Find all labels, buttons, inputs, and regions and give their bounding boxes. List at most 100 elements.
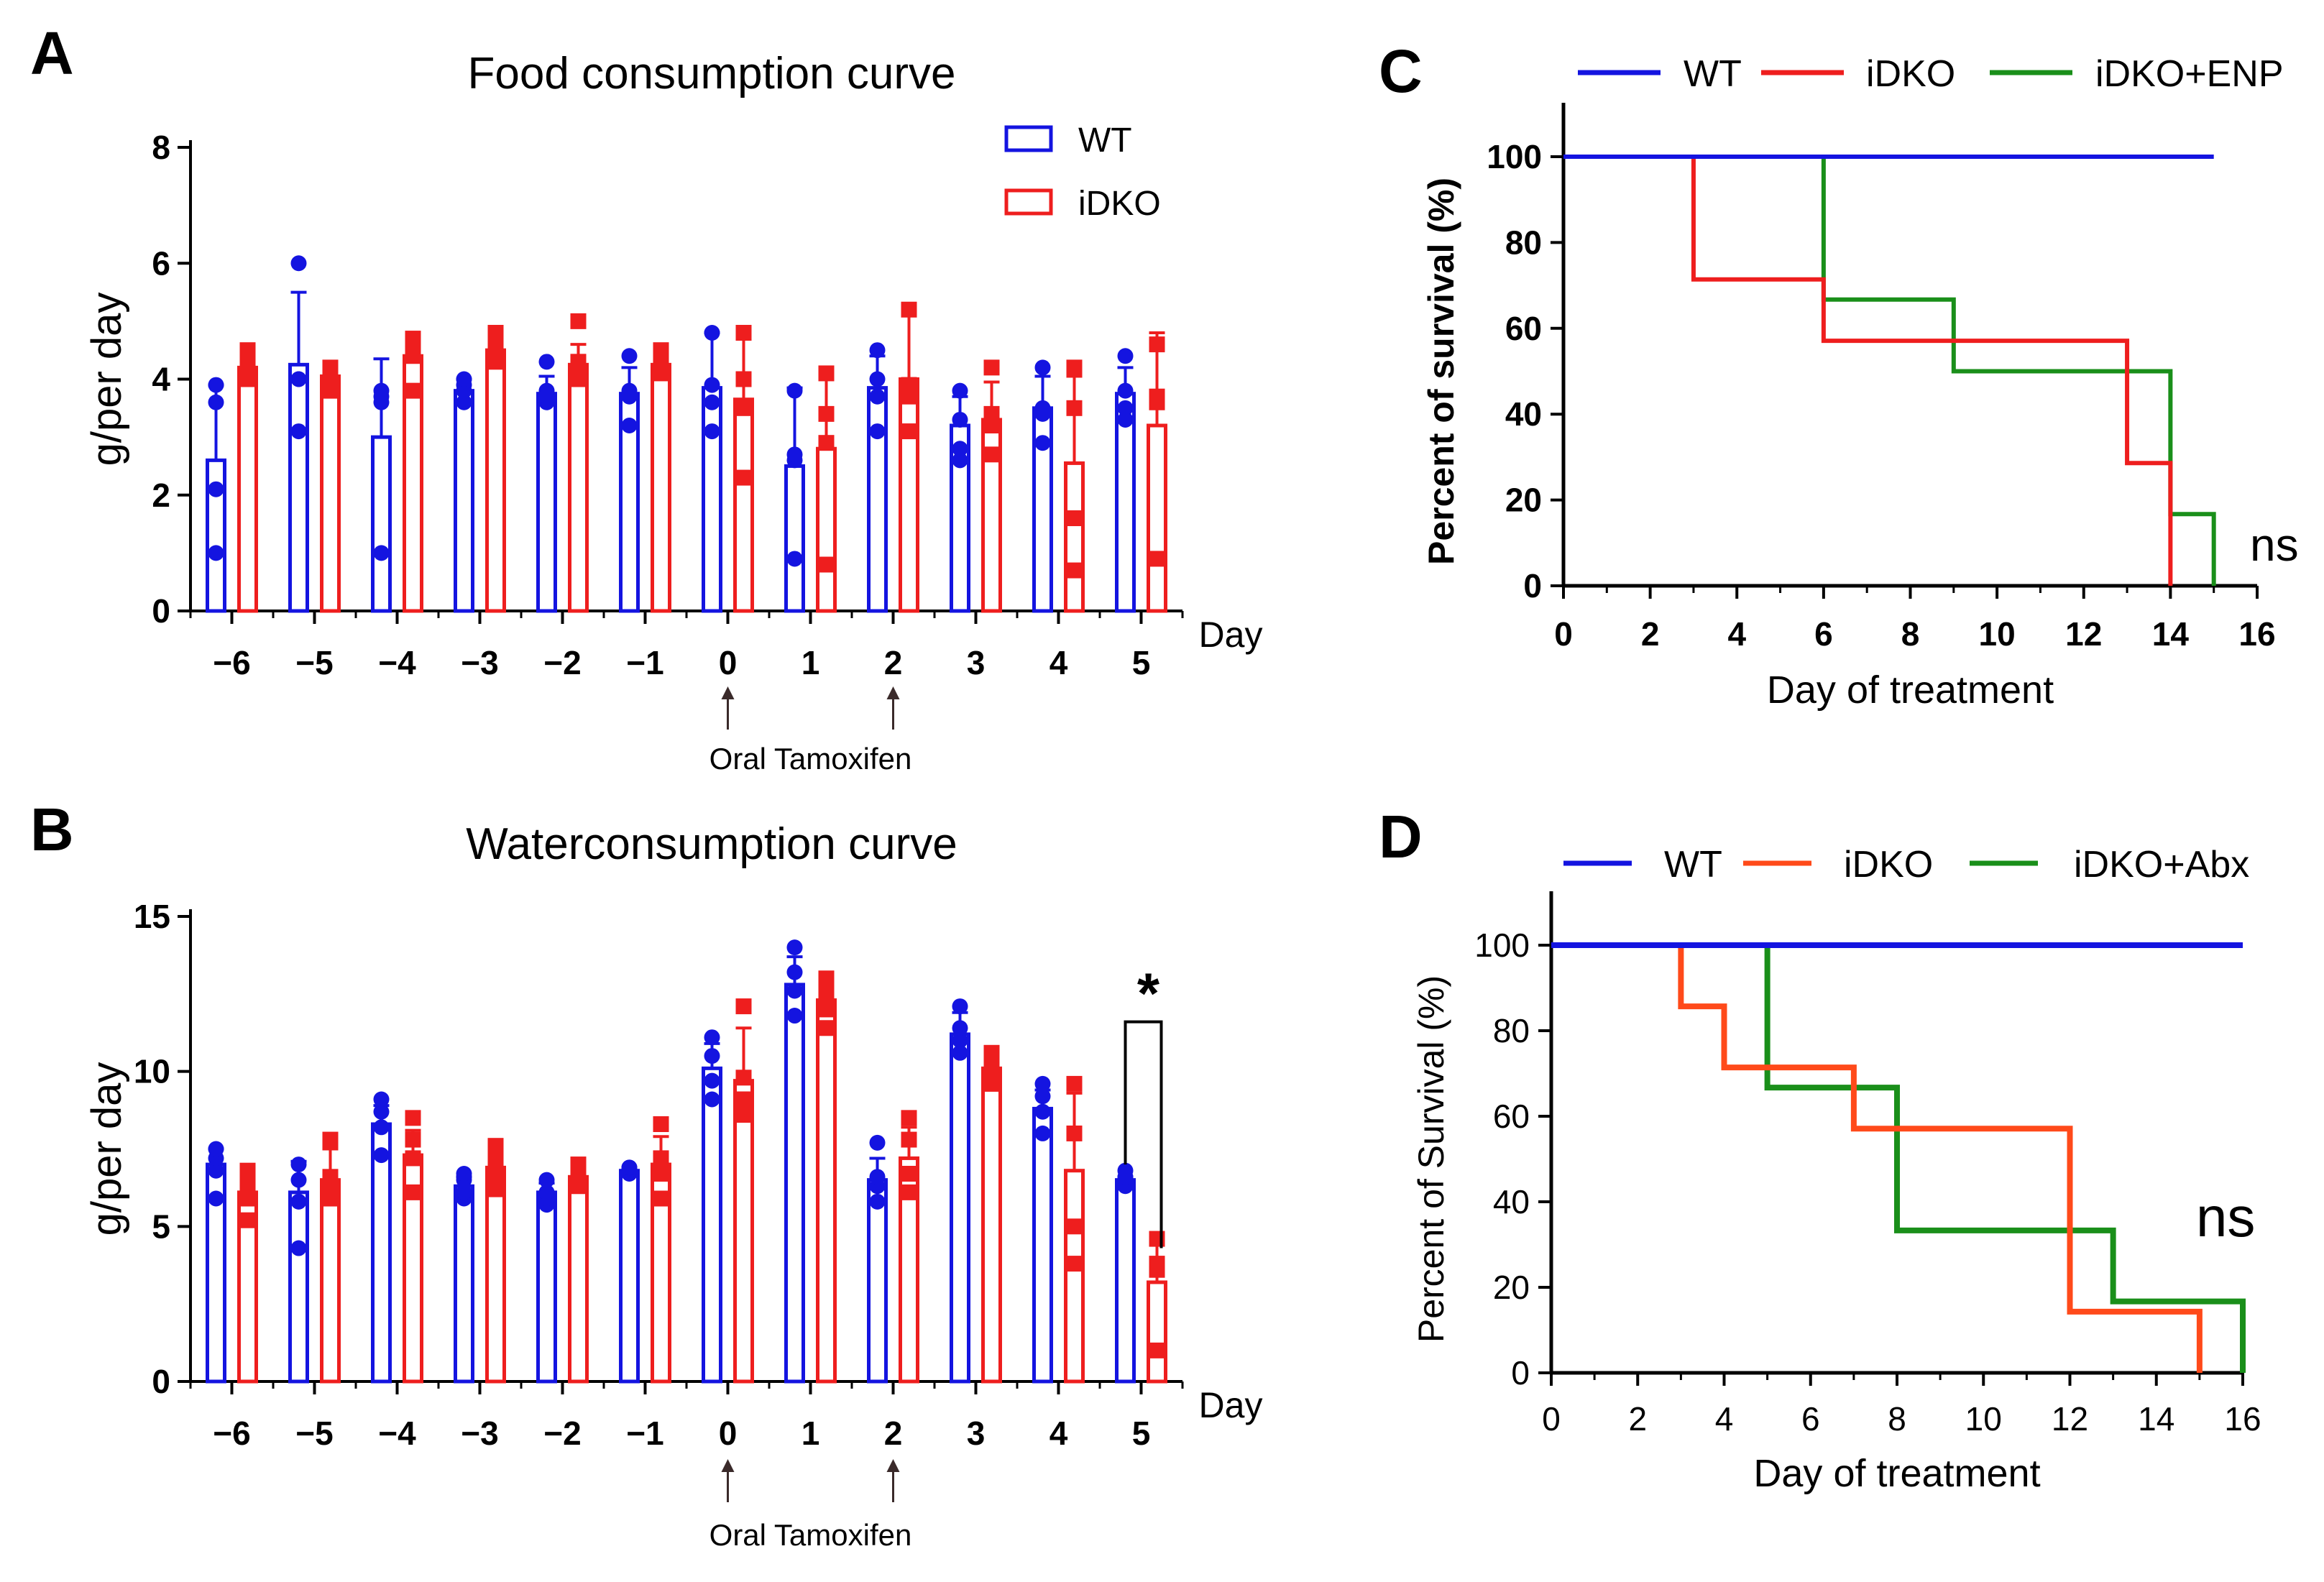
x-tick-label: 12 [2052, 1400, 2088, 1438]
x-tick-label: 4 [1050, 644, 1068, 681]
ns-annotation: ns [2196, 1185, 2255, 1248]
x-tick-label: 10 [1965, 1400, 2002, 1438]
data-point [653, 1116, 669, 1132]
x-tick-label: 4 [1727, 615, 1746, 653]
arrow-head-icon [886, 1459, 900, 1472]
x-tick-label: 5 [1132, 644, 1151, 681]
annotation-text: Oral Tamoxifen [709, 742, 912, 776]
y-axis-label: g/per day [83, 1062, 130, 1236]
data-point [901, 1110, 917, 1126]
data-point [538, 1172, 555, 1188]
panel-d: D 0 20 40 60 80 100 0 2 4 6 8 10 12 14 16 Day of treatme… [1379, 803, 2261, 1495]
x-axis-label: Day [1199, 615, 1263, 655]
data-point [456, 371, 472, 387]
data-point [538, 1184, 555, 1200]
panel-a: A Food consumption curve g/per day Day 0 2 4 6 8… [30, 19, 1262, 776]
data-point [901, 1184, 917, 1200]
bar-wt [288, 362, 309, 613]
data-point [570, 1156, 587, 1173]
data-point [290, 1240, 307, 1256]
bar-idko [816, 998, 837, 1384]
data-point [952, 1044, 968, 1061]
y-axis-label: g/per day [83, 293, 130, 466]
data-point [1149, 336, 1165, 353]
data-point [983, 1044, 1000, 1061]
y-tick-label: 60 [1493, 1098, 1530, 1135]
bar-idko [981, 1066, 1002, 1384]
x-tick-label: 3 [967, 1415, 986, 1452]
x-tick-label: 2 [884, 1415, 903, 1452]
x-tick-label: 12 [2065, 615, 2102, 653]
data-point [1066, 1125, 1083, 1141]
bar-wt [1032, 1106, 1053, 1384]
y-axis-label: Percent of Survival (%) [1411, 975, 1451, 1343]
arrow-head-icon [721, 1459, 735, 1472]
y-tick-label: 0 [152, 1363, 170, 1400]
survival-curve-idko-abx [1551, 942, 2246, 1373]
y-axis-label: Percent of survival (%) [1421, 178, 1461, 565]
data-point [290, 371, 307, 387]
data-point [487, 1153, 504, 1169]
y-tick-label: 100 [1487, 138, 1542, 175]
survival-curve-idko-enp [1563, 155, 2216, 586]
bar-wt [950, 1032, 970, 1384]
legend-label: iDKO+ENP [2095, 53, 2284, 95]
data-point [538, 354, 555, 370]
chart-title: Food consumption curve [468, 49, 956, 98]
data-point [704, 1048, 720, 1064]
bar-idko [485, 348, 506, 613]
x-tick-label: −1 [626, 644, 663, 681]
data-point [208, 1190, 224, 1207]
data-point [621, 348, 638, 364]
data-point [373, 1091, 390, 1108]
data-point [735, 1070, 752, 1086]
bar-wt [702, 386, 722, 613]
bar-idko [568, 1174, 589, 1384]
x-tick-label: 6 [1814, 615, 1833, 653]
data-point [322, 359, 339, 376]
data-point [373, 1103, 390, 1120]
bar-wt [702, 1066, 722, 1384]
data-point [1034, 1075, 1051, 1092]
data-point [1149, 551, 1165, 567]
data-point [487, 1181, 504, 1197]
bar-idko [816, 446, 837, 613]
data-point [901, 1166, 917, 1182]
arrow-head-icon [886, 686, 900, 699]
y-tick-label: 0 [152, 592, 170, 630]
data-point [290, 1172, 307, 1188]
data-point [735, 371, 752, 387]
bar-idko [320, 374, 341, 613]
bar-wt [1115, 1178, 1136, 1384]
significance-bracket [1124, 1020, 1163, 1248]
x-tick-label: 8 [1888, 1400, 1906, 1438]
bar-wt [867, 1178, 888, 1384]
x-tick-label: 0 [1554, 615, 1573, 653]
y-tick-label: 20 [1493, 1269, 1530, 1306]
data-point [818, 983, 835, 999]
data-point [239, 342, 256, 359]
data-point [405, 382, 421, 399]
significance-star: * [1137, 962, 1160, 1026]
data-point [818, 556, 835, 573]
data-point [818, 435, 835, 451]
data-point [952, 1032, 968, 1049]
data-point [786, 382, 803, 399]
bar-idko [320, 1178, 341, 1384]
data-point [786, 983, 803, 999]
data-point [1034, 1103, 1051, 1120]
x-tick-label: 0 [1542, 1400, 1561, 1438]
y-tick-label: 8 [152, 129, 170, 166]
legend-label: WT [1664, 844, 1722, 886]
data-point [901, 377, 917, 393]
survival-curve-idko [1551, 942, 2203, 1373]
x-tick-label: 3 [967, 644, 986, 681]
data-point [786, 939, 803, 956]
x-axis-label: Day [1199, 1385, 1263, 1425]
y-tick-label: 60 [1505, 310, 1542, 347]
x-tick-label: −2 [543, 644, 581, 681]
data-point [869, 1193, 886, 1210]
y-tick-label: 0 [1523, 567, 1542, 604]
